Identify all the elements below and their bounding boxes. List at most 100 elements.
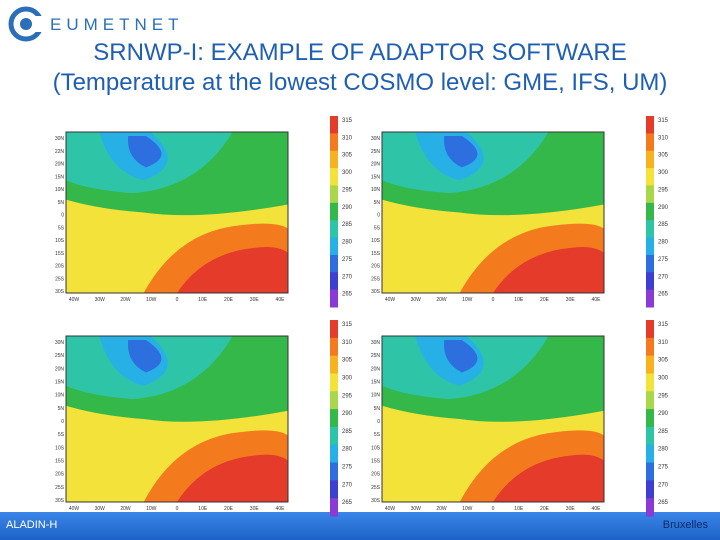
colorbar-label: 275 bbox=[342, 257, 353, 263]
colorbar-segment bbox=[646, 185, 654, 204]
colorbar-segment bbox=[330, 373, 338, 392]
colorbar-label: 290 bbox=[342, 411, 353, 417]
colorbar-label: 305 bbox=[342, 153, 353, 159]
colorbar-segment bbox=[646, 150, 654, 169]
eumetnet-logo-icon bbox=[8, 6, 48, 42]
latitude-label: 15N bbox=[55, 380, 65, 386]
colorbar-segment bbox=[646, 444, 654, 464]
temperature-map: 30N 25N 20N 15N 10N 5N 0 5S 10S 15S 20S 25S 30S 40W 30… bbox=[55, 320, 353, 517]
latitude-labels: 30N 25N 20N 15N 10N 5N 0 5S 10S 15S 20S 25S 30S bbox=[371, 136, 381, 295]
longitude-label: 0 bbox=[176, 506, 179, 512]
temperature-field bbox=[65, 131, 289, 294]
latitude-label: 25S bbox=[55, 485, 65, 491]
longitude-label: 0 bbox=[492, 506, 495, 512]
latitude-label: 20S bbox=[55, 472, 65, 478]
colorbar-label: 280 bbox=[658, 240, 669, 246]
colorbar-segment bbox=[330, 480, 338, 499]
latitude-label: 15S bbox=[55, 251, 65, 257]
latitude-label: 25S bbox=[55, 276, 65, 282]
colorbar: 315 310 305 300 295 290 285 280 275 270 265 bbox=[646, 116, 669, 308]
longitude-label: 0 bbox=[492, 297, 495, 303]
longitude-label: 10W bbox=[146, 506, 157, 512]
longitude-label: 30E bbox=[566, 297, 576, 303]
colorbar-label: 275 bbox=[658, 257, 669, 263]
latitude-label: 5S bbox=[374, 225, 381, 231]
latitude-label: 30N bbox=[55, 340, 65, 346]
colorbar-label: 310 bbox=[342, 135, 353, 141]
longitude-labels: 40W 30W 20W 10W 0 10E 20E 30E 40E bbox=[385, 297, 601, 303]
colorbar-label: 315 bbox=[658, 322, 669, 328]
latitude-label: 25S bbox=[371, 485, 381, 491]
latitude-label: 5S bbox=[58, 225, 65, 231]
longitude-label: 40W bbox=[385, 297, 396, 303]
longitude-label: 20E bbox=[540, 297, 550, 303]
latitude-label: 20S bbox=[371, 264, 381, 270]
eumetnet-logo: EUMETNET bbox=[8, 6, 179, 42]
longitude-labels: 40W 30W 20W 10W 0 10E 20E 30E 40E bbox=[385, 506, 601, 512]
colorbar-segment bbox=[330, 289, 338, 308]
colorbar-label: 280 bbox=[342, 240, 353, 246]
colorbar-label: 285 bbox=[342, 222, 353, 228]
colorbar-label: 275 bbox=[658, 465, 669, 471]
colorbar-segment bbox=[330, 202, 338, 221]
longitude-label: 10W bbox=[146, 297, 157, 303]
colorbar-segment bbox=[330, 409, 338, 428]
colorbar-segment bbox=[330, 320, 338, 339]
latitude-label: 30S bbox=[55, 289, 65, 295]
colorbar-label: 265 bbox=[342, 292, 353, 298]
latitude-labels: 30N 25N 20N 15N 10N 5N 0 5S 10S 15S 20S 25S 30S bbox=[371, 340, 381, 504]
longitude-label: 20W bbox=[436, 297, 447, 303]
longitude-labels: 40W 30W 20W 10W 0 10E 20E 30E 40E bbox=[69, 506, 285, 512]
colorbar-segment bbox=[646, 498, 654, 517]
longitude-label: 40E bbox=[592, 506, 602, 512]
latitude-label: 10S bbox=[55, 238, 65, 244]
colorbar-segment bbox=[330, 150, 338, 169]
colorbar-segment bbox=[330, 426, 338, 446]
colorbar-segment bbox=[646, 168, 654, 186]
latitude-label: 20S bbox=[371, 472, 381, 478]
longitude-label: 20E bbox=[540, 506, 550, 512]
colorbar-label: 310 bbox=[658, 135, 669, 141]
colorbar-segment bbox=[330, 498, 338, 517]
colorbar-label: 305 bbox=[658, 153, 669, 159]
colorbar-segment bbox=[330, 133, 338, 152]
temperature-map: 30N 25N 20N 15N 10N 5N 0 5S 10S 15S 20S 25S 30S 40W 30… bbox=[371, 116, 669, 308]
colorbar-label: 315 bbox=[342, 322, 353, 328]
colorbar-label: 295 bbox=[658, 393, 669, 399]
colorbar-segment bbox=[646, 272, 654, 291]
latitude-label: 30N bbox=[371, 340, 381, 346]
longitude-label: 20E bbox=[224, 297, 234, 303]
colorbar-label: 280 bbox=[658, 447, 669, 453]
map-panel-bottom-left: 30N 25N 20N 15N 10N 5N 0 5S 10S 15S 20S 25S 30S 40W 30… bbox=[52, 316, 364, 526]
longitude-label: 40E bbox=[592, 297, 602, 303]
latitude-label: 15S bbox=[371, 459, 381, 465]
colorbar-segment bbox=[646, 391, 654, 410]
colorbar-segment bbox=[646, 426, 654, 446]
colorbar-segment bbox=[330, 462, 338, 481]
latitude-label: 30S bbox=[55, 498, 65, 504]
latitude-label: 30S bbox=[371, 289, 381, 295]
colorbar-label: 305 bbox=[658, 358, 669, 364]
colorbar-segment bbox=[330, 355, 338, 374]
latitude-label: 20N bbox=[371, 162, 381, 168]
latitude-label: 5S bbox=[374, 432, 381, 438]
latitude-label: 5N bbox=[374, 406, 381, 412]
latitude-label: 20N bbox=[55, 366, 65, 372]
footer-right-text: Bruxelles bbox=[662, 519, 708, 531]
colorbar-segment bbox=[330, 444, 338, 464]
latitude-label: 15S bbox=[371, 251, 381, 257]
latitude-label: 30N bbox=[371, 136, 381, 142]
colorbar-label: 265 bbox=[658, 500, 669, 506]
colorbar-label: 275 bbox=[342, 465, 353, 471]
map-panel-top-right: 30N 25N 20N 15N 10N 5N 0 5S 10S 15S 20S 25S 30S 40W 30… bbox=[368, 112, 680, 317]
longitude-label: 40W bbox=[385, 506, 396, 512]
colorbar-segment bbox=[646, 289, 654, 308]
longitude-label: 10E bbox=[514, 297, 524, 303]
title-line-1: SRNWP-I: EXAMPLE OF ADAPTOR SOFTWARE bbox=[93, 39, 627, 66]
latitude-label: 0 bbox=[61, 213, 64, 219]
longitude-label: 30E bbox=[250, 297, 260, 303]
colorbar-label: 270 bbox=[342, 482, 353, 488]
colorbar-segment bbox=[330, 391, 338, 410]
latitude-label: 25N bbox=[55, 353, 65, 359]
latitude-label: 15S bbox=[55, 459, 65, 465]
